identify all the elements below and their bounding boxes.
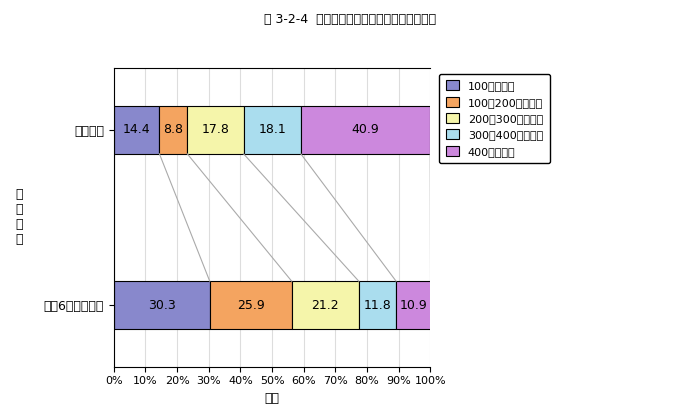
- Bar: [292, 281, 358, 329]
- Text: 17.8: 17.8: [202, 123, 230, 136]
- Bar: [396, 281, 430, 329]
- X-axis label: 割合: 割合: [265, 392, 279, 405]
- Text: 14.4: 14.4: [122, 123, 150, 136]
- Bar: [114, 105, 160, 154]
- Text: 30.3: 30.3: [148, 299, 176, 312]
- Legend: 100万円未満, 100〜200万円未満, 200〜300万円未満, 300〜400万円未満, 400万円以上: 100万円未満, 100〜200万円未満, 200〜300万円未満, 300〜4…: [439, 74, 550, 163]
- Bar: [244, 105, 301, 154]
- Bar: [114, 281, 210, 329]
- Text: 11.8: 11.8: [363, 299, 391, 312]
- Bar: [160, 105, 187, 154]
- Text: 18.1: 18.1: [258, 123, 286, 136]
- Bar: [358, 281, 396, 329]
- Text: 10.9: 10.9: [400, 299, 427, 312]
- Bar: [187, 105, 244, 154]
- Text: 図 3-2-4  本人の年収と学種との関係（大学）: 図 3-2-4 本人の年収と学種との関係（大学）: [264, 13, 436, 26]
- Text: 40.9: 40.9: [351, 123, 379, 136]
- Y-axis label: 返
還
種
別: 返 還 種 別: [15, 189, 22, 247]
- Bar: [301, 105, 430, 154]
- Text: 25.9: 25.9: [237, 299, 265, 312]
- Bar: [210, 281, 292, 329]
- Text: 8.8: 8.8: [163, 123, 183, 136]
- Text: 21.2: 21.2: [312, 299, 339, 312]
